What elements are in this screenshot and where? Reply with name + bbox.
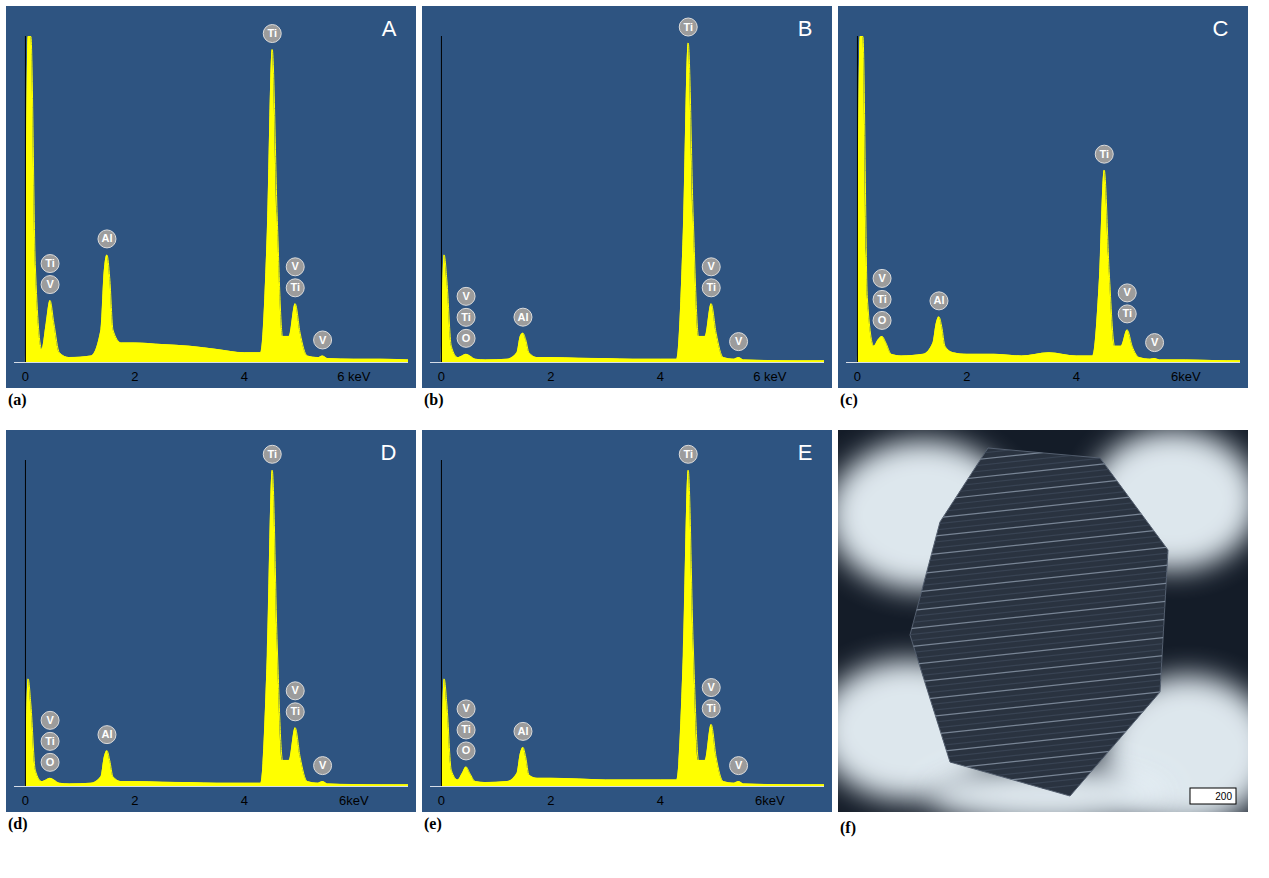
svg-text:O: O bbox=[462, 744, 471, 756]
svg-text:4: 4 bbox=[241, 793, 248, 808]
svg-text:Ti: Ti bbox=[45, 735, 55, 747]
svg-text:A: A bbox=[382, 16, 397, 41]
svg-text:V: V bbox=[735, 759, 743, 771]
svg-text:200: 200 bbox=[1215, 791, 1232, 802]
html-text:(c): (c) bbox=[840, 391, 858, 408]
svg-text:0: 0 bbox=[438, 369, 445, 384]
svg-text:V: V bbox=[708, 681, 716, 693]
svg-text:0: 0 bbox=[854, 369, 861, 384]
svg-text:4: 4 bbox=[1073, 369, 1080, 384]
svg-text:6keV: 6keV bbox=[339, 793, 369, 808]
svg-text:0: 0 bbox=[22, 793, 29, 808]
svg-text:2: 2 bbox=[131, 793, 138, 808]
svg-text:V: V bbox=[462, 290, 470, 302]
svg-text:Ti: Ti bbox=[461, 723, 471, 735]
html-text:(a): (a) bbox=[8, 391, 27, 408]
svg-text:Ti: Ti bbox=[706, 702, 716, 714]
svg-text:V: V bbox=[46, 278, 54, 290]
svg-text:Al: Al bbox=[517, 311, 528, 323]
html-text:(e): (e) bbox=[424, 815, 442, 832]
svg-text:V: V bbox=[319, 759, 327, 771]
svg-text:Al: Al bbox=[101, 232, 112, 244]
svg-text:V: V bbox=[708, 260, 716, 272]
svg-text:2: 2 bbox=[547, 369, 554, 384]
svg-text:V: V bbox=[319, 334, 327, 346]
svg-text:2: 2 bbox=[547, 793, 554, 808]
svg-text:Ti: Ti bbox=[877, 293, 887, 305]
svg-text:V: V bbox=[46, 714, 54, 726]
svg-text:Ti: Ti bbox=[683, 448, 693, 460]
svg-text:Al: Al bbox=[517, 725, 528, 737]
svg-text:V: V bbox=[292, 260, 300, 272]
svg-text:Al: Al bbox=[101, 728, 112, 740]
html-text:(b): (b) bbox=[424, 391, 444, 408]
svg-text:6keV: 6keV bbox=[1171, 369, 1201, 384]
svg-text:Ti: Ti bbox=[1122, 307, 1132, 319]
svg-text:Ti: Ti bbox=[267, 27, 277, 39]
svg-text:6 keV: 6 keV bbox=[337, 369, 371, 384]
svg-text:6keV: 6keV bbox=[755, 793, 785, 808]
svg-text:4: 4 bbox=[657, 793, 664, 808]
svg-text:0: 0 bbox=[22, 369, 29, 384]
svg-text:Al: Al bbox=[933, 294, 944, 306]
svg-text:4: 4 bbox=[657, 369, 664, 384]
svg-text:Ti: Ti bbox=[683, 21, 693, 33]
svg-text:O: O bbox=[462, 332, 471, 344]
svg-text:V: V bbox=[1151, 336, 1159, 348]
svg-text:Ti: Ti bbox=[1099, 148, 1109, 160]
svg-text:Ti: Ti bbox=[290, 281, 300, 293]
svg-text:4: 4 bbox=[241, 369, 248, 384]
svg-text:E: E bbox=[798, 440, 813, 465]
svg-text:V: V bbox=[292, 684, 300, 696]
svg-text:Ti: Ti bbox=[267, 448, 277, 460]
svg-text:V: V bbox=[735, 335, 743, 347]
svg-text:V: V bbox=[462, 702, 470, 714]
svg-text:Ti: Ti bbox=[706, 281, 716, 293]
html-text:(d): (d) bbox=[8, 815, 28, 832]
svg-text:V: V bbox=[878, 272, 886, 284]
svg-text:O: O bbox=[878, 314, 887, 326]
html-text:(f): (f) bbox=[840, 819, 856, 836]
svg-text:B: B bbox=[798, 16, 813, 41]
svg-text:V: V bbox=[1124, 286, 1132, 298]
svg-text:Ti: Ti bbox=[461, 311, 471, 323]
svg-text:0: 0 bbox=[438, 793, 445, 808]
svg-text:6 keV: 6 keV bbox=[753, 369, 787, 384]
svg-text:C: C bbox=[1213, 16, 1229, 41]
svg-text:2: 2 bbox=[131, 369, 138, 384]
svg-text:2: 2 bbox=[963, 369, 970, 384]
svg-text:D: D bbox=[381, 440, 397, 465]
svg-text:Ti: Ti bbox=[45, 257, 55, 269]
svg-text:O: O bbox=[46, 756, 55, 768]
svg-text:Ti: Ti bbox=[290, 705, 300, 717]
